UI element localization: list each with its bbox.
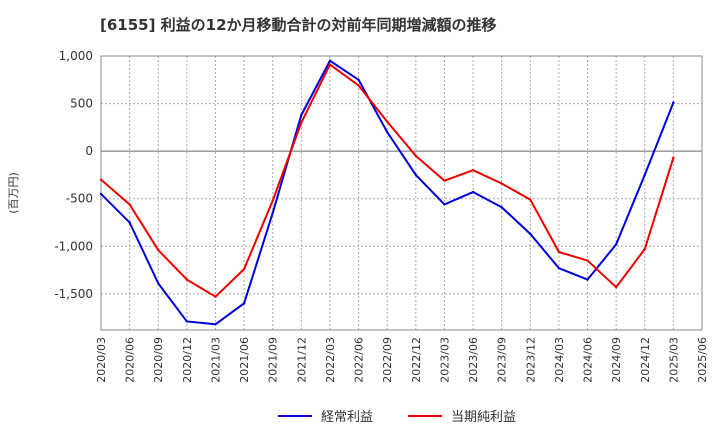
- data-point-series-1: [328, 63, 332, 66]
- data-point-series-1: [214, 295, 217, 298]
- x-tick-label: 2023/06: [467, 337, 480, 383]
- x-tick-label: 2023/09: [496, 337, 509, 383]
- data-point-series-1: [357, 84, 360, 87]
- plot-frame: [100, 55, 703, 331]
- x-tick-label: 2022/12: [410, 337, 423, 383]
- x-tick-label: 2024/09: [610, 337, 623, 383]
- x-tick-label: 2021/09: [267, 337, 280, 383]
- data-point-series-1: [271, 199, 274, 202]
- data-point-series-1: [500, 182, 503, 185]
- data-point-series-1: [614, 285, 618, 289]
- x-tick-label: 2024/06: [582, 337, 595, 383]
- data-point-series-0: [357, 78, 360, 81]
- series-lines: [99, 59, 675, 326]
- y-tick-label: -500: [66, 192, 93, 206]
- data-point-series-0: [185, 320, 189, 323]
- y-tick-label: -1,000: [54, 239, 93, 253]
- legend-label-0: 経常利益: [321, 410, 373, 425]
- data-point-series-0: [271, 211, 274, 215]
- data-point-series-0: [328, 59, 332, 62]
- y-tick-label: 0: [85, 144, 93, 158]
- data-point-series-0: [157, 282, 160, 285]
- data-point-series-0: [414, 173, 418, 177]
- data-point-series-1: [471, 168, 475, 172]
- x-tick-label: 2021/03: [209, 337, 222, 383]
- data-point-series-1: [414, 154, 418, 158]
- data-point-series-0: [385, 130, 389, 134]
- x-tick-label: 2025/06: [696, 337, 709, 383]
- data-point-series-1: [672, 156, 675, 159]
- axes: [100, 55, 703, 331]
- y-tick-label: -1,500: [54, 287, 93, 301]
- data-point-series-0: [471, 190, 475, 194]
- data-point-series-0: [443, 203, 446, 206]
- data-point-series-0: [242, 302, 246, 305]
- y-tick-label: 500: [70, 97, 93, 111]
- data-point-series-1: [586, 259, 589, 262]
- x-tick-label: 2020/03: [95, 337, 108, 383]
- data-point-series-0: [529, 232, 532, 236]
- data-point-series-1: [443, 179, 446, 182]
- data-point-series-1: [242, 267, 246, 271]
- data-point-series-1: [385, 120, 389, 123]
- data-point-series-0: [300, 113, 303, 117]
- x-tick-label: 2022/09: [381, 337, 394, 383]
- data-point-series-1: [99, 178, 103, 181]
- legend: 経常利益 当期純利益: [278, 410, 516, 425]
- x-tick-label: 2024/12: [639, 337, 652, 383]
- data-point-series-0: [557, 266, 561, 270]
- data-point-series-0: [643, 173, 646, 177]
- data-point-series-0: [128, 221, 131, 224]
- x-tick-label: 2020/09: [152, 337, 165, 383]
- data-point-series-0: [500, 206, 503, 209]
- x-tick-label: 2023/03: [438, 337, 451, 383]
- x-tick-label: 2020/12: [181, 337, 194, 383]
- data-point-series-0: [614, 243, 618, 246]
- x-tick-label: 2022/06: [353, 337, 366, 383]
- data-point-series-0: [214, 323, 217, 326]
- grid-lines: [100, 55, 703, 330]
- x-tick-label: 2021/06: [238, 337, 251, 383]
- x-tick-labels: 2020/03 2020/06 2020/09 2020/12 2021/03 2021/…: [95, 337, 709, 383]
- x-tick-label: 2024/03: [553, 337, 566, 383]
- chart-title: [6155] 利益の12か月移動合計の対前年同期増減額の推移: [100, 16, 497, 34]
- y-axis-label: (百万円): [7, 172, 20, 214]
- data-point-series-1: [300, 121, 303, 124]
- x-tick-label: 2021/12: [295, 337, 308, 383]
- data-point-series-1: [157, 248, 160, 252]
- data-point-series-0: [99, 192, 103, 196]
- x-tick-label: 2022/03: [324, 337, 337, 383]
- data-point-series-1: [529, 198, 532, 201]
- y-tick-label: 1,000: [59, 49, 93, 63]
- y-tick-labels: 1,000 500 0 -500 -1,000 -1,500: [54, 49, 93, 301]
- data-point-series-1: [557, 250, 561, 254]
- data-point-series-0: [586, 278, 589, 281]
- data-point-series-1: [185, 278, 189, 281]
- data-point-series-1: [128, 203, 131, 206]
- data-point-series-1: [643, 247, 646, 251]
- legend-label-1: 当期純利益: [451, 410, 516, 425]
- data-point-series-0: [672, 101, 675, 104]
- x-tick-label: 2020/06: [124, 337, 137, 383]
- x-tick-label: 2023/12: [524, 337, 537, 383]
- x-tick-label: 2025/03: [667, 337, 680, 383]
